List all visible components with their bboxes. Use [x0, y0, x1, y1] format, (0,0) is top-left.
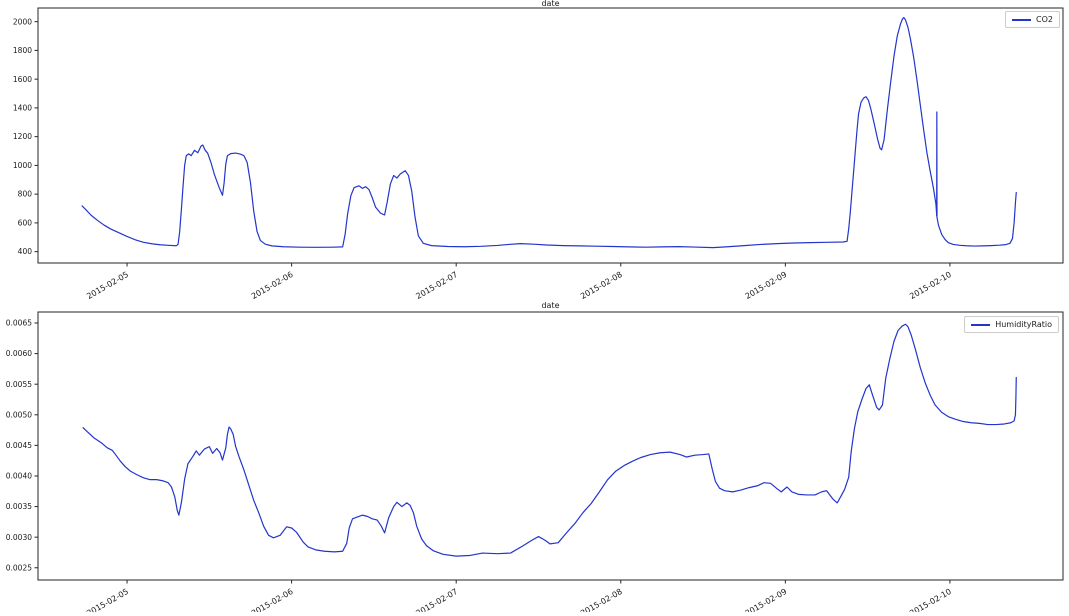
- co2-legend-line-icon: [1012, 18, 1032, 21]
- x-tick-label: 2015-02-09: [744, 270, 789, 301]
- x-tick-label: 2015-02-10: [908, 587, 953, 612]
- y-tick-label: 0.0030: [6, 533, 32, 542]
- y-tick-label: 0.0050: [6, 410, 32, 419]
- y-tick-label: 0.0045: [6, 441, 32, 450]
- y-tick-label: 600: [18, 218, 33, 227]
- y-tick-label: 1800: [13, 46, 32, 55]
- co2-series-line: [81, 17, 1017, 249]
- humidity-legend-line-icon: [971, 323, 991, 326]
- chart-1: 0.0025 0.0030 0.0035 0.0040 0.0045 0.0050 0.00…: [6, 311, 1064, 616]
- humidityratio-series-line: [82, 323, 1017, 557]
- x-tick-label: 2015-02-10: [908, 270, 953, 301]
- y-tick-label: 0.0055: [6, 380, 32, 389]
- x-tick-label: 2015-02-07: [414, 270, 459, 301]
- x-tick-label: 2015-02-09: [744, 587, 789, 612]
- y-tick-label: 0.0025: [6, 563, 32, 572]
- y-tick-label: 0.0040: [6, 472, 32, 481]
- x-tick-label: 2015-02-05: [85, 270, 130, 301]
- y-tick-label: 1600: [13, 75, 32, 84]
- x-tick-label: 2015-02-05: [85, 587, 130, 612]
- y-tick-label: 0.0035: [6, 502, 32, 511]
- y-tick-label: 400: [18, 247, 33, 256]
- x-tick-label: 2015-02-08: [579, 587, 624, 612]
- co2-legend: CO2: [1005, 11, 1060, 28]
- y-tick-label: 1400: [13, 104, 32, 113]
- humidity-legend-label: HumidityRatio: [995, 320, 1052, 329]
- co2-legend-label: CO2: [1036, 15, 1053, 24]
- chart-0: 400 600 800 1000 1200 1400 1600 1800 2000 2015-02…: [13, 7, 1064, 301]
- y-tick-label: 800: [18, 190, 33, 199]
- humidity-legend: HumidityRatio: [964, 316, 1059, 333]
- y-tick-label: 0.0065: [6, 319, 32, 328]
- x-tick-label: 2015-02-06: [250, 270, 295, 301]
- x-tick-label: 2015-02-08: [579, 270, 624, 301]
- y-tick-label: 0.0060: [6, 349, 32, 358]
- y-tick-label: 1000: [13, 161, 32, 170]
- x-tick-label: 2015-02-07: [414, 587, 459, 612]
- y-tick-label: 2000: [13, 17, 32, 26]
- y-tick-label: 1200: [13, 132, 32, 141]
- chart-frame: [37, 311, 1064, 581]
- x-tick-label: 2015-02-06: [250, 587, 295, 612]
- chart-frame: [37, 7, 1064, 264]
